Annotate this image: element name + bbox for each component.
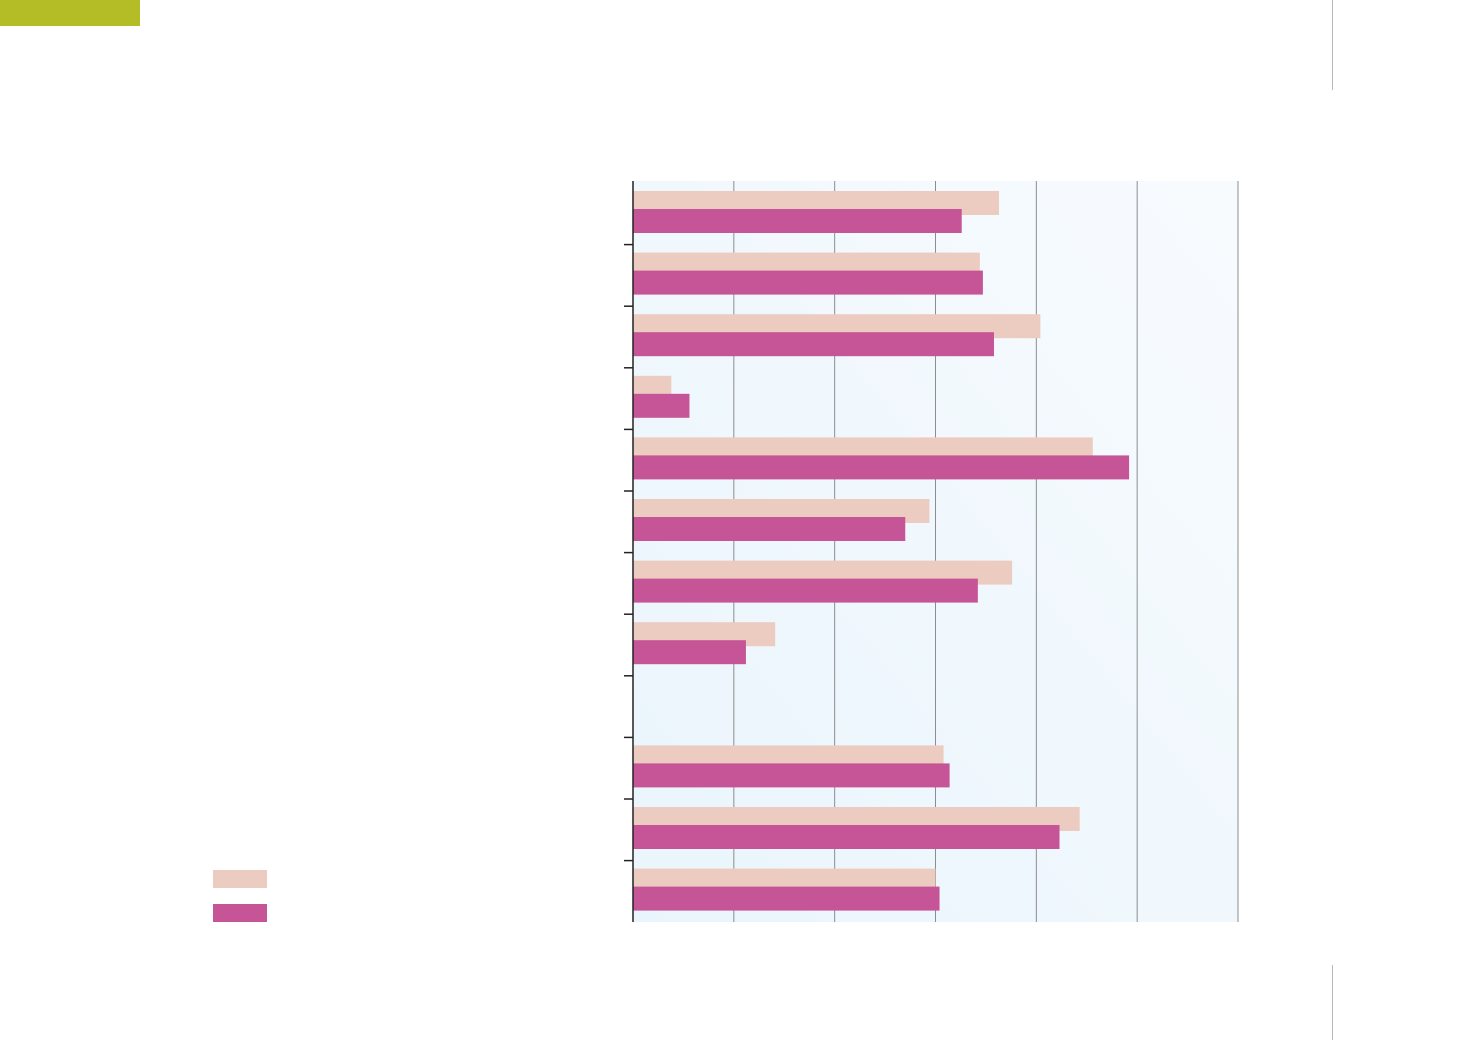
side-rule-bottom: [1332, 965, 1333, 1040]
bar-series-2-row-2: [633, 270, 983, 295]
axes: [624, 181, 634, 922]
bar-series-2-row-3: [633, 332, 994, 357]
bar-series-2-row-1: [633, 209, 962, 233]
bar-series-2-row-5: [633, 455, 1130, 480]
bar-series-2-row-7: [633, 578, 978, 603]
bar-series-2-row-12: [633, 886, 940, 911]
gridlines: [733, 181, 1239, 922]
legend-swatch-series-1: [213, 870, 267, 888]
bars: [633, 191, 1130, 911]
bar-series-2-row-11: [633, 825, 1060, 849]
side-rule-top: [1332, 0, 1333, 90]
legend-swatch-series-2: [213, 904, 267, 922]
accent-bar: [0, 0, 140, 26]
bar-series-2-row-8: [633, 640, 746, 665]
bar-series-2-row-6: [633, 517, 906, 541]
bar-series-2-row-10: [633, 763, 950, 788]
bar-series-2-row-4: [633, 393, 690, 418]
